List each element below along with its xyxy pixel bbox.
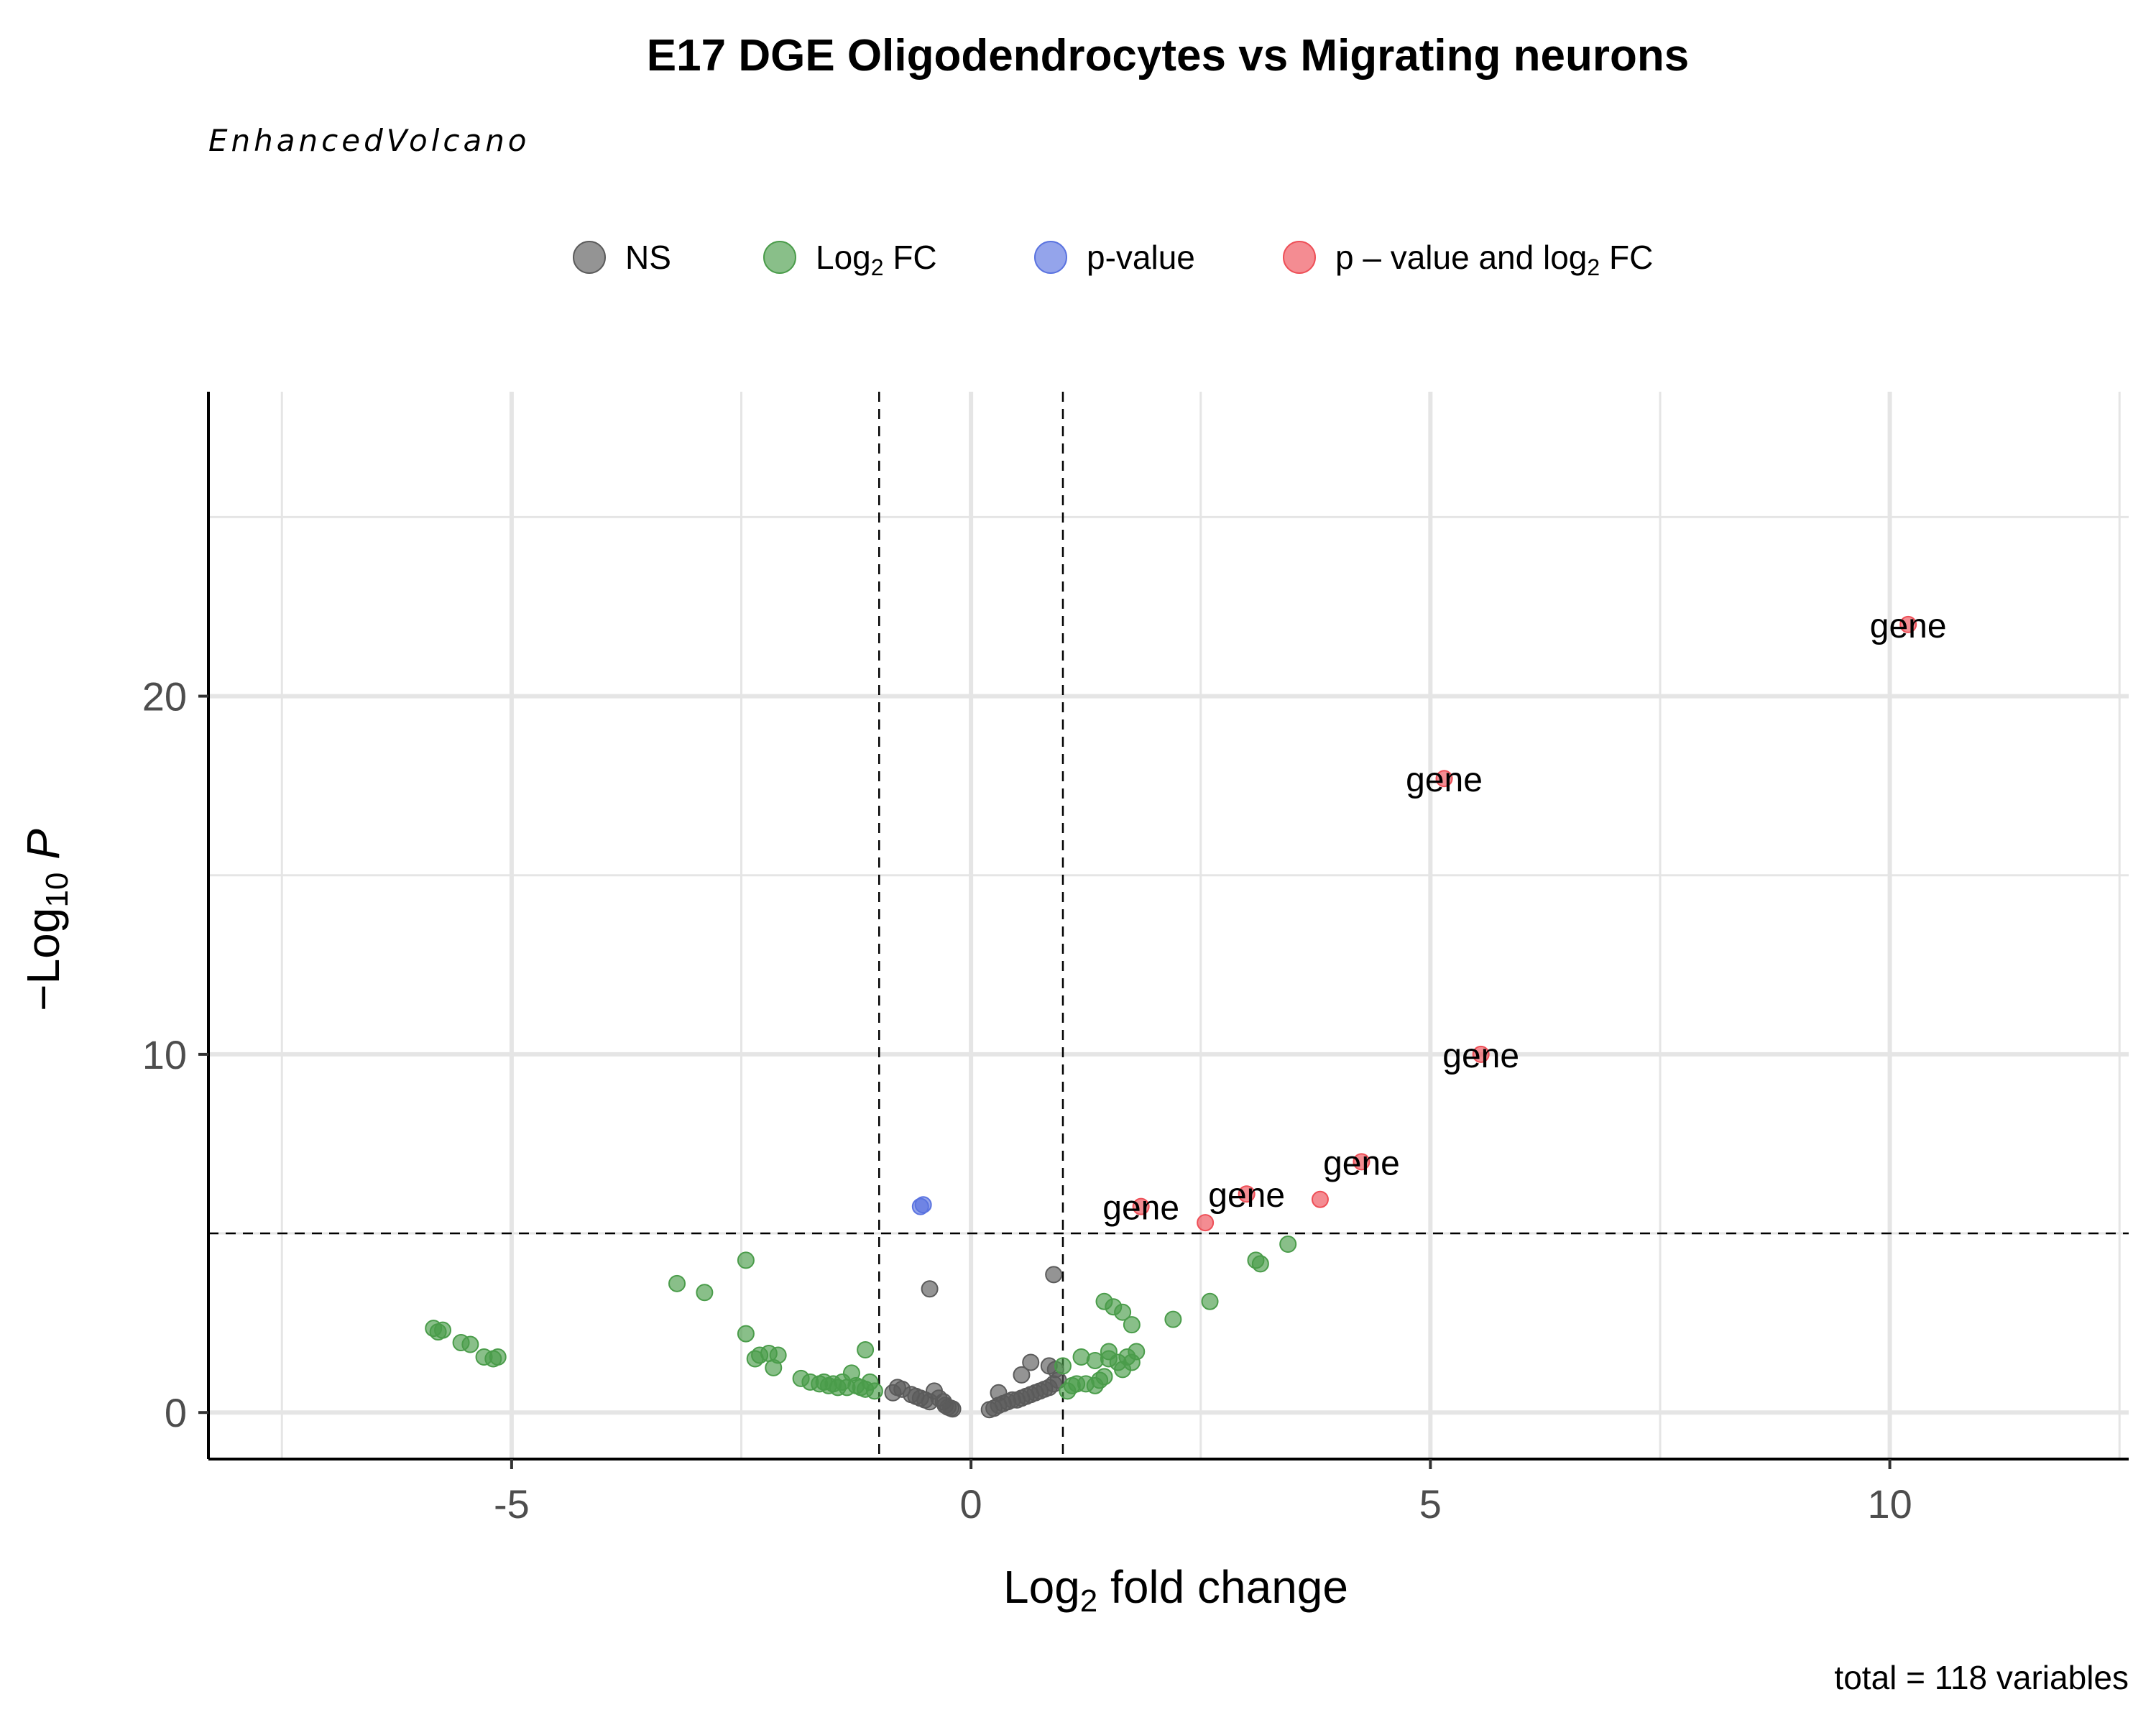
axes (207, 392, 2129, 1460)
point-fc (1123, 1316, 1141, 1334)
point-ns (990, 1384, 1008, 1402)
point-fc (865, 1382, 883, 1400)
tick-labels: -5 0 5 10 0 10 20 (142, 674, 1912, 1527)
y-tick-label: 0 (165, 1390, 187, 1435)
gene-label: gene (1442, 1037, 1519, 1075)
point-ns (921, 1280, 939, 1298)
point-fc-p (1472, 1045, 1490, 1063)
point-fc (1251, 1255, 1269, 1273)
point-fc (769, 1346, 787, 1364)
y-tick-label: 10 (142, 1032, 187, 1077)
point-ns (1013, 1366, 1031, 1384)
legend-label-fc-p: p – value and log2 FC (1335, 239, 1653, 280)
chart-title: E17 DGE Oligodendrocytes vs Migrating ne… (647, 31, 1689, 80)
x-axis-title: Log2 fold change (1003, 1561, 1348, 1619)
point-fc (434, 1321, 452, 1339)
data-points (425, 615, 1917, 1419)
point-fc (857, 1341, 875, 1359)
point-fc-p (1132, 1197, 1150, 1215)
x-tick-label: 0 (960, 1481, 982, 1527)
x-tick-label: -5 (494, 1481, 530, 1527)
threshold-lines (208, 392, 2129, 1459)
series-p (911, 1196, 932, 1215)
point-fc-p (1311, 1190, 1329, 1208)
point-fc-p (1197, 1214, 1215, 1232)
gene-labels: gene gene gene gene gene gene (1102, 607, 1946, 1228)
point-fc (737, 1251, 755, 1269)
gene-label: gene (1870, 607, 1947, 645)
point-fc (737, 1325, 755, 1343)
gene-label: gene (1102, 1190, 1179, 1228)
chart-subtitle: EnhancedVolcano (208, 123, 530, 158)
point-fc-p (1238, 1185, 1256, 1203)
point-fc (1100, 1350, 1118, 1368)
point-ns (944, 1400, 962, 1418)
caption: total = 118 variables (1834, 1659, 2129, 1696)
y-axis-title: −Log10 P (17, 829, 75, 1011)
point-fc (1128, 1343, 1146, 1361)
legend-label-fc: Log2 FC (816, 239, 937, 280)
point-fc (1114, 1303, 1132, 1321)
series-fc (425, 1236, 1297, 1400)
point-ns (1022, 1353, 1040, 1371)
y-tick-label: 20 (142, 674, 187, 719)
series-fc-p (1132, 615, 1917, 1232)
grid-lines (208, 392, 2129, 1459)
point-fc (696, 1284, 714, 1302)
point-p (914, 1196, 932, 1214)
legend-label-ns: NS (625, 239, 671, 276)
gene-label: gene (1406, 761, 1483, 799)
point-fc-p (1353, 1153, 1370, 1171)
legend: NS Log2 FC p-value p – value and log2 FC (573, 239, 1653, 280)
point-ns (1045, 1266, 1063, 1284)
point-fc (461, 1335, 479, 1353)
legend-key-fc (763, 241, 796, 274)
point-fc (1201, 1292, 1219, 1310)
point-fc (1095, 1368, 1113, 1386)
series-ns (884, 1266, 1067, 1419)
point-fc (1164, 1310, 1182, 1328)
legend-key-ns (573, 241, 606, 274)
point-fc (668, 1274, 686, 1292)
gene-label: gene (1323, 1144, 1400, 1182)
point-fc (1279, 1236, 1297, 1254)
gene-label: gene (1208, 1177, 1285, 1215)
legend-label-p: p-value (1087, 239, 1195, 276)
point-fc (1054, 1357, 1072, 1375)
x-tick-label: 5 (1419, 1481, 1442, 1527)
legend-key-fc-p (1283, 241, 1316, 274)
point-fc-p (1899, 615, 1917, 633)
point-fc (489, 1348, 507, 1366)
legend-key-p (1034, 241, 1067, 274)
point-fc-p (1435, 770, 1453, 788)
x-tick-label: 10 (1867, 1481, 1912, 1527)
